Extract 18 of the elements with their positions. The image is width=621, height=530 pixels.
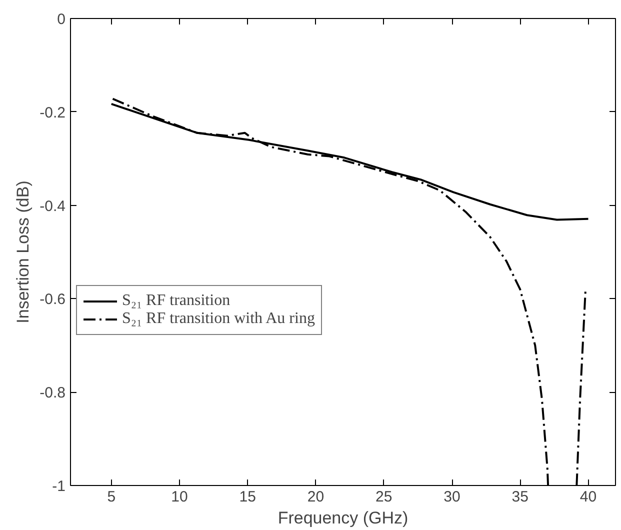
x-tick-label: 30 xyxy=(444,488,460,506)
y-tick-label: 0 xyxy=(57,11,66,28)
x-tick-label: 40 xyxy=(580,488,597,506)
y-tick-label: -0.8 xyxy=(40,384,66,402)
y-tick-label: -0.4 xyxy=(40,198,66,215)
x-axis-title: Frequency (GHz) xyxy=(278,508,408,528)
y-axis-title: Insertion Loss (dB) xyxy=(14,180,33,324)
x-tick-label: 15 xyxy=(239,488,256,506)
x-tick-label: 20 xyxy=(307,488,324,506)
y-tick-label: -0.2 xyxy=(40,104,66,122)
y-tick-label: -1 xyxy=(52,478,66,495)
x-tick-label: 5 xyxy=(107,488,116,506)
x-tick-label: 10 xyxy=(171,488,188,506)
y-tick-label: -0.6 xyxy=(40,291,66,308)
x-tick-label: 35 xyxy=(512,488,528,506)
x-tick-label: 25 xyxy=(376,488,392,506)
legend-label: S₂₁ RF transition xyxy=(122,292,230,310)
legend-label: S₂₁ RF transition with Au ring xyxy=(122,310,315,328)
